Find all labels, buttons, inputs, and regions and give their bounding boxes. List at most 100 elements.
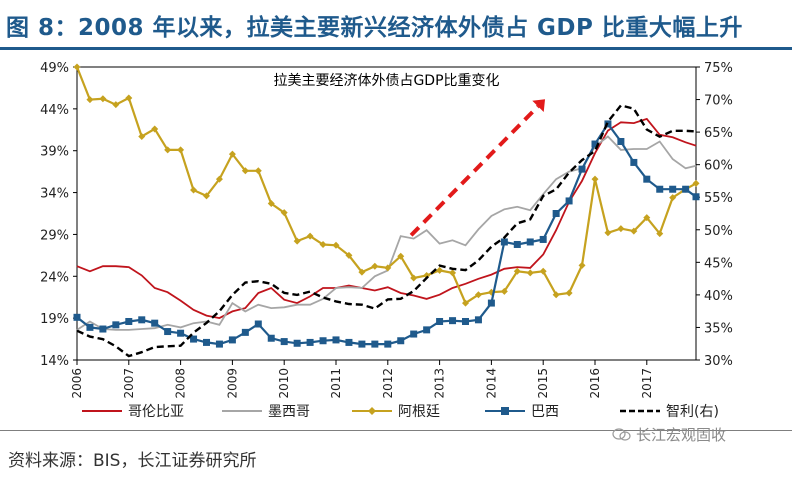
trend-arrow-head	[532, 99, 546, 112]
data-point-argentina	[539, 267, 547, 275]
data-point-brazil	[371, 340, 379, 348]
x-tick-label: 2007	[122, 368, 136, 399]
data-point-brazil	[267, 334, 275, 342]
data-point-argentina	[228, 150, 236, 158]
data-point-argentina	[267, 199, 275, 207]
data-point-argentina	[656, 230, 664, 238]
x-tick-label: 2013	[433, 368, 447, 399]
data-point-brazil	[190, 335, 198, 343]
data-point-brazil	[436, 317, 444, 325]
y-right-tick-label: 60%	[704, 159, 733, 174]
y-right-tick-label: 75%	[704, 61, 733, 76]
series-line-costa_rica	[76, 117, 697, 320]
data-point-argentina	[436, 266, 444, 274]
data-point-argentina	[73, 63, 81, 71]
data-point-argentina	[86, 96, 94, 104]
line-chart: 14% 19% 24% 29% 34% 39% 44% 49% 30% 35% 40% 45% 50% 5…	[40, 61, 733, 420]
chart-title: 拉美主要经济体外债占GDP比重变化	[273, 73, 499, 89]
data-point-argentina	[591, 175, 599, 183]
data-point-argentina	[461, 299, 469, 307]
data-point-brazil	[164, 328, 172, 336]
data-point-argentina	[669, 194, 677, 202]
data-point-brazil	[513, 240, 521, 248]
data-point-brazil	[138, 316, 146, 324]
x-tick-label: 2008	[174, 368, 188, 399]
data-point-brazil	[591, 140, 599, 148]
legend-marker-brazil	[501, 407, 509, 415]
y-right-tick-label: 35%	[704, 321, 733, 336]
x-tick-label: 2016	[588, 368, 602, 399]
data-point-brazil	[319, 337, 327, 345]
data-point-brazil	[449, 317, 457, 325]
data-point-argentina	[410, 274, 418, 282]
footer-divider	[0, 430, 792, 431]
y-left-tick-label: 24%	[40, 270, 69, 285]
title-divider	[0, 47, 792, 50]
data-point-brazil	[461, 317, 469, 325]
data-point-argentina	[630, 227, 638, 235]
data-point-argentina	[500, 287, 508, 295]
legend-label-brazil: 巴西	[531, 404, 559, 420]
watermark-text: 长江宏观固收	[636, 426, 727, 444]
y-right-tick-label: 70%	[704, 94, 733, 109]
data-point-argentina	[617, 225, 625, 233]
data-point-brazil	[254, 320, 262, 328]
data-point-brazil	[669, 185, 677, 193]
data-point-brazil	[73, 313, 81, 321]
data-point-brazil	[552, 210, 560, 217]
data-point-argentina	[306, 232, 314, 240]
data-point-brazil	[397, 337, 405, 345]
data-point-argentina	[526, 269, 534, 277]
data-point-brazil	[565, 197, 573, 205]
data-point-brazil	[384, 340, 392, 348]
data-point-argentina	[474, 291, 482, 299]
y-right-tick-label: 65%	[704, 126, 733, 141]
series-line-brazil	[76, 121, 697, 346]
data-point-brazil	[617, 138, 625, 146]
data-point-brazil	[423, 326, 431, 334]
wechat-icon	[612, 427, 631, 441]
data-point-argentina	[254, 167, 262, 175]
y-right-tick-label: 45%	[704, 256, 733, 271]
x-tick-label: 2015	[536, 368, 550, 399]
y-left-tick-label: 39%	[40, 145, 69, 160]
legend-label-mexico: 墨西哥	[268, 404, 310, 420]
y-left-tick-label: 44%	[40, 103, 69, 118]
y-right-tick-label: 50%	[704, 224, 733, 239]
legend-label-costa_rica: 哥伦比亚	[128, 404, 184, 420]
legend-label-chile: 智利(右)	[666, 404, 719, 420]
data-point-brazil	[487, 299, 495, 307]
plot-frame	[76, 66, 697, 361]
y-right-tick-label: 55%	[704, 191, 733, 206]
data-point-argentina	[215, 175, 223, 183]
data-point-brazil	[112, 321, 120, 329]
data-point-brazil	[578, 165, 586, 173]
y-left-tick-label: 19%	[40, 312, 69, 327]
data-point-brazil	[125, 317, 133, 325]
page-footer: 资料来源：BIS，长江证券研究所 长江宏观固收	[0, 426, 792, 479]
trend-arrow-line	[409, 104, 540, 237]
data-point-argentina	[371, 262, 379, 270]
data-point-argentina	[280, 209, 288, 217]
data-point-brazil	[474, 316, 482, 324]
legend-label-argentina: 阿根廷	[398, 404, 440, 420]
data-point-argentina	[164, 146, 172, 154]
y-left-tick-label: 29%	[40, 228, 69, 243]
x-tick-label: 2006	[70, 368, 84, 399]
data-point-brazil	[539, 235, 547, 243]
data-point-argentina	[565, 289, 573, 297]
data-point-brazil	[293, 339, 301, 347]
data-point-argentina	[692, 179, 700, 187]
data-point-brazil	[280, 338, 288, 346]
data-point-brazil	[177, 329, 185, 337]
legend-marker-argentina	[368, 407, 376, 415]
data-point-brazil	[99, 325, 107, 333]
data-point-brazil	[500, 238, 508, 246]
data-point-brazil	[358, 340, 366, 348]
data-point-argentina	[151, 125, 159, 133]
data-point-argentina	[138, 132, 146, 140]
data-point-argentina	[397, 252, 405, 260]
data-point-brazil	[643, 175, 651, 183]
y-right-tick-label: 30%	[704, 354, 733, 369]
data-point-argentina	[177, 146, 185, 154]
